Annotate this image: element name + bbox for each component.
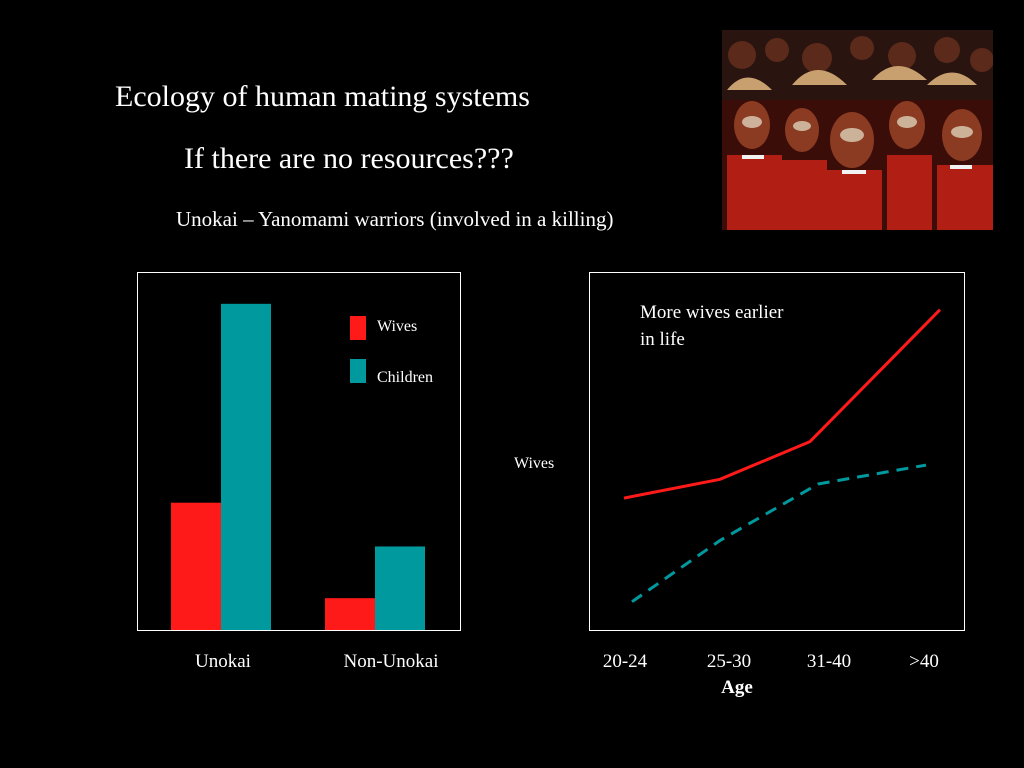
line-chart-annotation-line1: More wives earlier	[640, 302, 784, 323]
dashed-line	[631, 463, 927, 603]
line-chart-annotation-line2: in life	[640, 329, 685, 350]
line-chart: More wives earlier in life Wives 20-24 2…	[514, 272, 965, 698]
bar-chart-frame	[137, 272, 461, 631]
crowd-of-warriors-photo	[722, 30, 993, 230]
bar-category-label-unokai: Unokai	[195, 651, 251, 672]
bar-wives-non-unokai	[325, 598, 375, 630]
slide-caption: Unokai – Yanomami warriors (involved in …	[176, 207, 614, 231]
slide-subtitle: If there are no resources???	[184, 142, 514, 175]
legend-children-label: Children	[377, 369, 433, 386]
wives-solid-line	[623, 308, 942, 500]
legend-wives-label: Wives	[377, 318, 417, 335]
slide-title: Ecology of human mating systems	[115, 80, 530, 113]
legend-children-swatch	[350, 359, 366, 383]
bar-chart: Wives Children Unokai Non-Unokai	[137, 272, 461, 672]
line-x-tick-20-24: 20-24	[603, 651, 648, 672]
line-x-tick-over-40: >40	[909, 651, 939, 672]
bar-children-unokai	[221, 303, 271, 630]
line-x-tick-31-40: 31-40	[807, 651, 851, 672]
bar-wives-unokai	[171, 502, 221, 630]
line-chart-y-axis-label: Wives	[514, 455, 554, 472]
legend-wives-swatch	[350, 316, 366, 340]
line-chart-frame	[589, 272, 965, 631]
line-chart-x-axis-label: Age	[721, 677, 753, 698]
bar-children-non-unokai	[375, 546, 425, 630]
line-x-tick-25-30: 25-30	[707, 651, 751, 672]
bar-category-label-non-unokai: Non-Unokai	[344, 651, 439, 672]
